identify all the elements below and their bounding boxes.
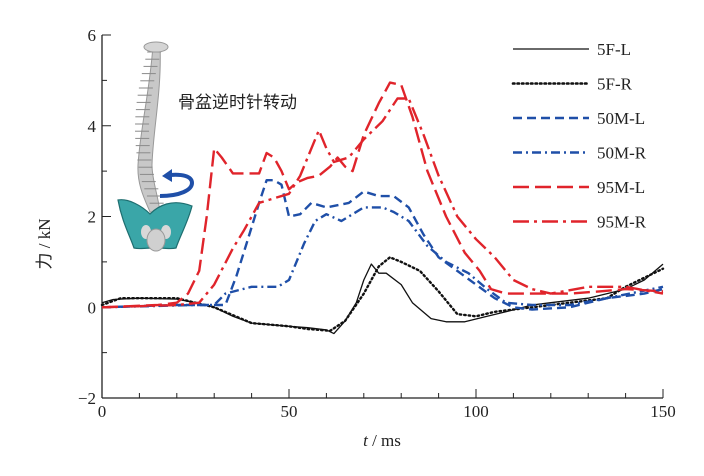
y-tick-label: −2: [78, 389, 96, 408]
pelvis-icon: [117, 199, 193, 252]
legend-label: 95M-R: [597, 213, 647, 232]
legend-label: 95M-L: [597, 178, 645, 197]
rotation-arrow-icon: [159, 169, 195, 198]
series-line-5f-l: [101, 263, 664, 335]
x-tick-label: 0: [98, 402, 107, 421]
rotation-annotation: 骨盆逆时针转动: [178, 93, 297, 113]
legend: 5F-L 5F-R 50M-L 50M-R 95M-L 95M-R: [511, 40, 647, 232]
x-axis-label-unit: / ms: [368, 431, 401, 450]
spine-icon: [135, 41, 169, 213]
series-line-50m-r: [101, 206, 664, 309]
y-tick-label: 6: [88, 26, 97, 45]
legend-label: 5F-R: [597, 75, 633, 94]
legend-label: 50M-L: [597, 109, 645, 128]
x-axis-label-var: t: [363, 431, 369, 450]
x-tick-label: 50: [281, 402, 298, 421]
spine-pelvis-illustration: [117, 41, 195, 252]
series-line-95m-r: [101, 97, 664, 309]
y-tick-label: 2: [88, 208, 97, 227]
x-axis-label: t / ms: [363, 431, 401, 450]
y-axis-label: 力 / kN: [35, 219, 54, 270]
y-tick-label: 0: [88, 298, 97, 317]
series-lines: [100, 81, 665, 335]
x-tick-label: 100: [463, 402, 489, 421]
series-line-5f-r: [100, 256, 665, 332]
series-line-95m-l: [101, 81, 664, 309]
y-tick-label: 4: [88, 117, 97, 136]
series-line-50m-l: [101, 178, 664, 311]
legend-label: 50M-R: [597, 144, 647, 163]
x-tick-label: 150: [650, 402, 676, 421]
legend-label: 5F-L: [597, 40, 631, 59]
